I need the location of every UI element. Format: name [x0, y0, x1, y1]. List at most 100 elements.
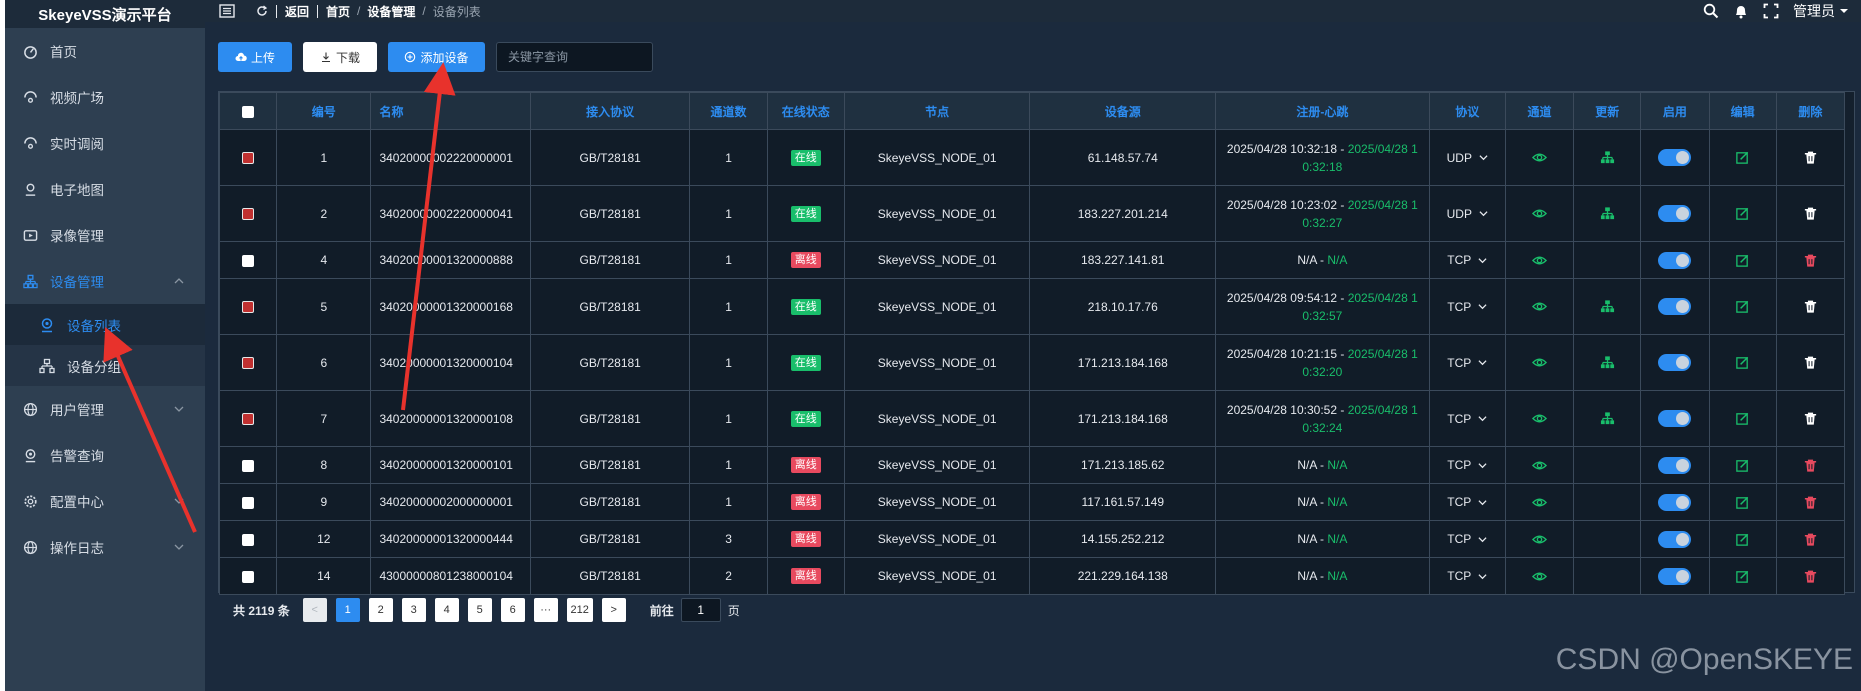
cell-update-action[interactable] — [1573, 185, 1642, 242]
eye-icon[interactable] — [1532, 206, 1547, 221]
row-checkbox[interactable] — [242, 254, 255, 267]
cell-protocol[interactable]: UDP — [1428, 185, 1506, 242]
table-row[interactable]: 12 34020000001320000444 GB/T28181 3 离线 SkeyeV… — [218, 520, 1846, 558]
row-checkbox-cell[interactable] — [218, 390, 278, 447]
cell-channel-action[interactable] — [1504, 557, 1575, 595]
back-link[interactable]: 返回 — [285, 4, 310, 19]
sidebar-item-user-management[interactable]: 用户管理 — [5, 386, 205, 432]
cell-delete-action[interactable] — [1775, 446, 1846, 484]
cell-enable-toggle[interactable] — [1640, 390, 1710, 447]
row-checkbox-cell[interactable] — [218, 278, 278, 335]
edit-icon[interactable] — [1735, 355, 1750, 370]
trash-icon[interactable] — [1803, 150, 1818, 165]
column-header[interactable]: 节点 — [843, 92, 1031, 130]
eye-icon[interactable] — [1532, 299, 1547, 314]
cell-delete-action[interactable] — [1775, 483, 1846, 521]
row-checkbox-cell[interactable] — [218, 520, 278, 558]
edit-icon[interactable] — [1735, 532, 1750, 547]
row-checkbox[interactable] — [242, 533, 255, 546]
table-row[interactable]: 9 34020000002000000001 GB/T28181 1 离线 SkeyeVS… — [218, 483, 1846, 521]
page-button[interactable]: 1 — [335, 598, 360, 622]
table-row[interactable]: 7 34020000001320000108 GB/T28181 1 在线 SkeyeVS… — [218, 390, 1846, 447]
cell-delete-action[interactable] — [1775, 520, 1846, 558]
upload-button[interactable]: 上传 — [218, 42, 292, 72]
cell-channel-action[interactable] — [1504, 446, 1575, 484]
cell-update-action[interactable] — [1573, 520, 1642, 558]
page-button[interactable]: 3 — [401, 598, 426, 622]
cell-enable-toggle[interactable] — [1640, 483, 1710, 521]
cell-edit-action[interactable] — [1708, 129, 1777, 186]
bell-icon[interactable] — [1733, 3, 1749, 19]
eye-icon[interactable] — [1532, 458, 1547, 473]
cell-update-action[interactable] — [1573, 129, 1642, 186]
sidebar-subitem-device-group[interactable]: 设备分组 — [5, 345, 205, 386]
sidebar-item-realtime[interactable]: 实时调阅 — [5, 120, 205, 166]
cell-protocol[interactable]: TCP — [1428, 334, 1506, 391]
cell-enable-toggle[interactable] — [1640, 241, 1710, 279]
cell-protocol[interactable]: TCP — [1428, 446, 1506, 484]
sidebar-item-recording[interactable]: 录像管理 — [5, 212, 205, 258]
edit-icon[interactable] — [1735, 253, 1750, 268]
edit-icon[interactable] — [1735, 569, 1750, 584]
page-button[interactable]: 212 — [566, 598, 593, 622]
protocol-select[interactable]: UDP — [1447, 207, 1488, 221]
cell-protocol[interactable]: TCP — [1428, 557, 1506, 595]
row-checkbox-cell[interactable] — [218, 446, 278, 484]
enable-switch[interactable] — [1658, 493, 1692, 511]
trash-icon[interactable] — [1803, 532, 1818, 547]
refresh-icon[interactable] — [256, 5, 268, 17]
cell-channel-action[interactable] — [1504, 185, 1575, 242]
protocol-select[interactable]: UDP — [1447, 151, 1488, 165]
cell-delete-action[interactable] — [1775, 334, 1846, 391]
sidebar-subitem-device-list[interactable]: 设备列表 — [5, 304, 205, 345]
cell-update-action[interactable] — [1573, 241, 1642, 279]
enable-switch[interactable] — [1658, 298, 1692, 315]
protocol-select[interactable]: TCP — [1447, 569, 1487, 583]
cell-enable-toggle[interactable] — [1640, 446, 1710, 484]
table-row[interactable]: 1 34020000002220000001 GB/T28181 1 在线 SkeyeVS… — [218, 129, 1846, 186]
row-checkbox-cell[interactable] — [218, 129, 278, 186]
cell-channel-action[interactable] — [1504, 520, 1575, 558]
add-device-button[interactable]: 添加设备 — [388, 42, 485, 72]
sitemap-icon[interactable] — [1600, 150, 1615, 165]
edit-icon[interactable] — [1735, 206, 1750, 221]
cell-protocol[interactable]: TCP — [1428, 278, 1506, 335]
column-header[interactable]: 启用 — [1640, 92, 1710, 130]
search-icon[interactable] — [1703, 3, 1719, 19]
protocol-select[interactable]: TCP — [1447, 495, 1487, 509]
cell-channel-action[interactable] — [1504, 241, 1575, 279]
cell-delete-action[interactable] — [1775, 241, 1846, 279]
cell-update-action[interactable] — [1573, 557, 1642, 595]
download-button[interactable]: 下载 — [303, 42, 377, 72]
sitemap-icon[interactable] — [1600, 355, 1615, 370]
row-checkbox[interactable] — [242, 570, 255, 583]
sidebar-item-map[interactable]: 电子地图 — [5, 166, 205, 212]
trash-icon[interactable] — [1803, 355, 1818, 370]
eye-icon[interactable] — [1532, 569, 1547, 584]
trash-icon[interactable] — [1803, 253, 1818, 268]
cell-protocol[interactable]: TCP — [1428, 483, 1506, 521]
cell-edit-action[interactable] — [1708, 483, 1777, 521]
column-header[interactable]: 协议 — [1428, 92, 1506, 130]
cell-channel-action[interactable] — [1504, 390, 1575, 447]
page-button[interactable]: 6 — [500, 598, 525, 622]
enable-switch[interactable] — [1658, 567, 1692, 585]
cell-update-action[interactable] — [1573, 483, 1642, 521]
cell-update-action[interactable] — [1573, 446, 1642, 484]
table-row[interactable]: 6 34020000001320000104 GB/T28181 1 在线 SkeyeVS… — [218, 334, 1846, 391]
sidebar-item-video-square[interactable]: 视频广场 — [5, 74, 205, 120]
cell-edit-action[interactable] — [1708, 390, 1777, 447]
sidebar-item-home[interactable]: 首页 — [5, 28, 205, 74]
row-checkbox-cell[interactable] — [218, 241, 278, 279]
cell-edit-action[interactable] — [1708, 334, 1777, 391]
column-header[interactable]: 注册-心跳 — [1215, 92, 1430, 130]
column-header[interactable]: 编辑 — [1708, 92, 1777, 130]
eye-icon[interactable] — [1532, 532, 1547, 547]
sitemap-icon[interactable] — [1600, 299, 1615, 314]
sidebar-item-device-management[interactable]: 设备管理 — [5, 258, 205, 304]
protocol-select[interactable]: TCP — [1447, 356, 1487, 370]
enable-switch[interactable] — [1658, 205, 1692, 222]
cell-update-action[interactable] — [1573, 334, 1642, 391]
menu-toggle-icon[interactable] — [219, 4, 235, 18]
cell-delete-action[interactable] — [1775, 185, 1846, 242]
